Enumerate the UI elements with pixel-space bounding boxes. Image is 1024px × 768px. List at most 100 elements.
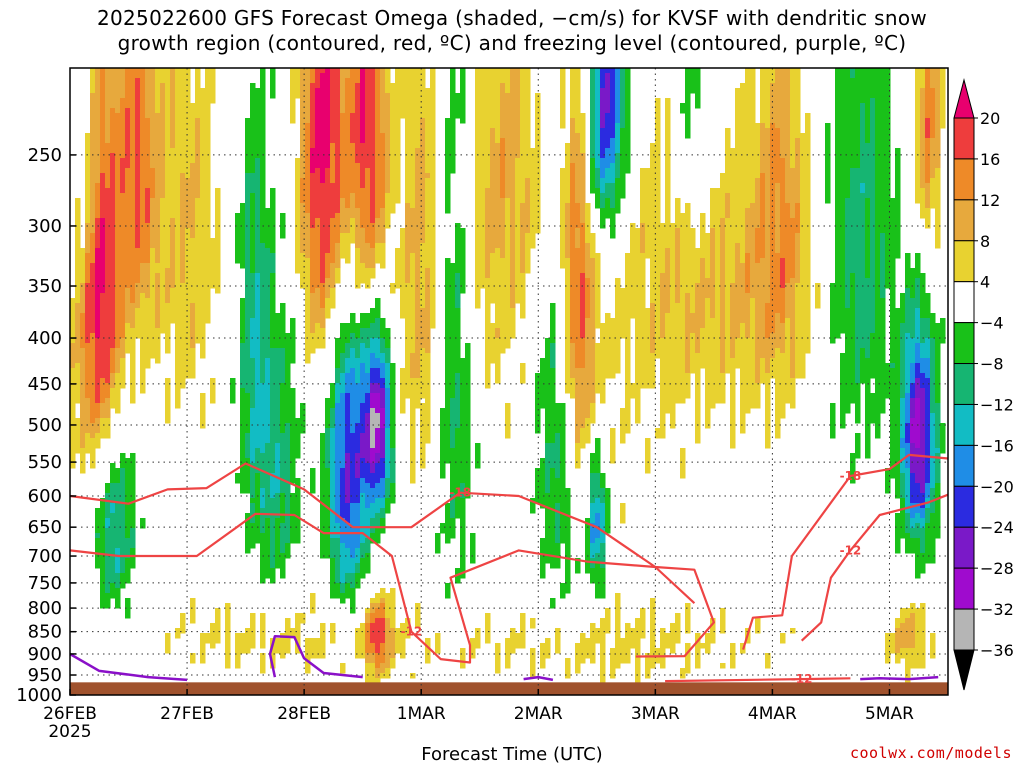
omega-cell	[375, 348, 381, 354]
omega-cell	[280, 233, 286, 239]
omega-cell	[400, 648, 406, 654]
omega-cell	[355, 393, 361, 399]
omega-cell	[125, 113, 131, 119]
omega-cell	[195, 218, 201, 224]
omega-cell	[105, 273, 111, 279]
omega-cell	[165, 408, 171, 414]
omega-cell	[160, 208, 166, 214]
omega-cell	[355, 193, 361, 199]
omega-cell	[175, 383, 181, 389]
omega-cell	[345, 388, 351, 394]
omega-cell	[260, 623, 266, 629]
omega-cell	[190, 228, 196, 234]
omega-cell	[165, 633, 171, 639]
omega-cell	[315, 128, 321, 134]
omega-cell	[315, 178, 321, 184]
omega-cell	[375, 438, 381, 444]
omega-cell	[105, 548, 111, 554]
omega-cell	[270, 423, 276, 429]
omega-cell	[290, 518, 296, 524]
omega-cell	[195, 158, 201, 164]
omega-cell	[100, 133, 106, 139]
omega-cell	[335, 78, 341, 84]
omega-cell	[110, 333, 116, 339]
omega-cell	[240, 223, 246, 229]
omega-cell	[395, 103, 401, 109]
omega-cell	[195, 128, 201, 134]
omega-cell	[150, 68, 156, 74]
omega-cell	[95, 263, 101, 269]
omega-cell	[105, 328, 111, 334]
omega-cell	[80, 278, 86, 284]
omega-cell	[335, 213, 341, 219]
omega-cell	[190, 138, 196, 144]
omega-cell	[95, 373, 101, 379]
omega-cell	[415, 88, 421, 94]
omega-cell	[250, 618, 256, 624]
omega-cell	[175, 313, 181, 319]
omega-cell	[410, 298, 416, 304]
omega-cell	[185, 253, 191, 259]
omega-cell	[265, 453, 271, 459]
omega-cell	[110, 73, 116, 79]
omega-cell	[365, 118, 371, 124]
omega-cell	[85, 138, 91, 144]
omega-cell	[310, 468, 316, 474]
omega-cell	[260, 293, 266, 299]
omega-cell	[420, 133, 426, 139]
omega-cell	[280, 518, 286, 524]
omega-cell	[165, 153, 171, 159]
omega-cell	[375, 218, 381, 224]
omega-cell	[125, 268, 131, 274]
omega-cell	[420, 103, 426, 109]
omega-cell	[320, 68, 326, 74]
omega-cell	[160, 78, 166, 84]
omega-cell	[185, 138, 191, 144]
omega-cell	[255, 273, 261, 279]
omega-cell	[365, 318, 371, 324]
omega-cell	[280, 378, 286, 384]
omega-cell	[100, 593, 106, 599]
omega-cell	[365, 518, 371, 524]
omega-cell	[150, 88, 156, 94]
omega-cell	[380, 608, 386, 614]
omega-cell	[290, 68, 296, 74]
omega-cell	[100, 183, 106, 189]
omega-cell	[410, 228, 416, 234]
omega-cell	[420, 253, 426, 259]
omega-cell	[250, 363, 256, 369]
omega-cell	[335, 478, 341, 484]
omega-cell	[140, 268, 146, 274]
omega-cell	[185, 103, 191, 109]
omega-cell	[345, 163, 351, 169]
omega-cell	[135, 313, 141, 319]
omega-cell	[160, 303, 166, 309]
omega-cell	[200, 263, 206, 269]
omega-cell	[265, 423, 271, 429]
omega-cell	[205, 188, 211, 194]
omega-cell	[200, 418, 206, 424]
omega-cell	[355, 538, 361, 544]
omega-cell	[240, 248, 246, 254]
omega-cell	[190, 363, 196, 369]
omega-cell	[160, 223, 166, 229]
omega-cell	[370, 158, 376, 164]
omega-cell	[330, 178, 336, 184]
omega-cell	[365, 393, 371, 399]
omega-cell	[115, 278, 121, 284]
omega-cell	[115, 393, 121, 399]
omega-cell	[275, 488, 281, 494]
omega-cell	[400, 88, 406, 94]
omega-cell	[375, 98, 381, 104]
omega-cell	[245, 138, 251, 144]
omega-cell	[360, 198, 366, 204]
omega-cell	[190, 168, 196, 174]
omega-cell	[350, 593, 356, 599]
omega-cell	[150, 178, 156, 184]
omega-cell	[130, 248, 136, 254]
omega-cell	[290, 318, 296, 324]
omega-cell	[100, 203, 106, 209]
omega-cell	[410, 133, 416, 139]
omega-cell	[120, 253, 126, 259]
omega-cell	[155, 283, 161, 289]
